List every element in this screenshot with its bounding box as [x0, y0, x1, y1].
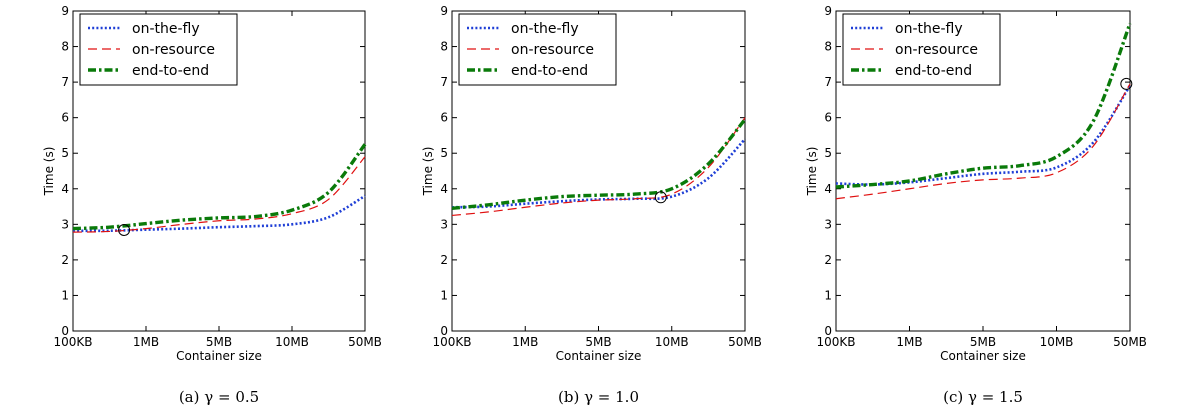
legend-label-on-resource: on-resource — [895, 42, 978, 58]
y-tick-label: 5 — [440, 146, 448, 160]
y-tick-label: 1 — [824, 288, 832, 302]
chart-caption: (a) γ = 0.5 — [179, 388, 259, 406]
series-line-on-the-fly — [835, 84, 1132, 186]
y-tick-label: 2 — [824, 253, 832, 267]
highlight-marker — [654, 191, 667, 204]
y-tick-label: 0 — [440, 324, 448, 338]
legend-label-on-resource: on-resource — [511, 42, 594, 58]
y-tick-label: 4 — [440, 182, 448, 196]
x-axis-label: Container size — [176, 349, 262, 363]
chart-caption: (b) γ = 1.0 — [558, 388, 639, 406]
highlight-marker — [1120, 77, 1133, 90]
y-tick-label: 5 — [824, 146, 832, 160]
y-tick-label: 0 — [61, 324, 69, 338]
series-line-on-resource — [72, 156, 366, 233]
y-tick-label: 6 — [824, 111, 832, 125]
y-tick-label: 1 — [61, 288, 69, 302]
x-tick-label: 5MB — [585, 335, 611, 349]
x-tick-label: 1MB — [896, 335, 922, 349]
y-tick-label: 3 — [61, 217, 69, 231]
x-tick-label: 10MB — [275, 335, 309, 349]
legend-label-end-to-end: end-to-end — [895, 63, 972, 79]
x-axis-label: Container size — [556, 349, 642, 363]
x-tick-label: 50MB — [348, 335, 382, 349]
y-axis-label: Time (s) — [805, 147, 819, 197]
y-tick-label: 6 — [440, 111, 448, 125]
y-tick-label: 8 — [824, 40, 832, 54]
chart-caption: (c) γ = 1.5 — [943, 388, 1023, 406]
chart-panel-1: 0 1 2 3 4 5 6 7 8 9 100KB 1MB 5MB 10MB 50MB Container s… — [42, 4, 382, 406]
y-tick-label: 5 — [61, 146, 69, 160]
y-tick-label: 2 — [61, 253, 69, 267]
x-tick-label: 50MB — [728, 335, 762, 349]
y-tick-label: 6 — [61, 111, 69, 125]
y-tick-label: 4 — [824, 182, 832, 196]
legend-label-end-to-end: end-to-end — [511, 63, 588, 79]
chart-panel-3: 0 1 2 3 4 5 6 7 8 9 100KB 1MB 5MB 10MB 50MB Container s… — [805, 4, 1147, 406]
x-tick-label: 1MB — [512, 335, 538, 349]
y-tick-label: 9 — [440, 4, 448, 18]
legend-label-end-to-end: end-to-end — [132, 63, 209, 79]
x-tick-label: 5MB — [970, 335, 996, 349]
y-tick-label: 3 — [824, 217, 832, 231]
x-tick-label: 10MB — [1040, 335, 1074, 349]
y-tick-label: 7 — [61, 75, 69, 89]
y-tick-label: 7 — [440, 75, 448, 89]
series-line-on-the-fly — [72, 194, 366, 233]
x-tick-label: 1MB — [133, 335, 159, 349]
legend: on-the-fly on-resource end-to-end — [458, 13, 617, 86]
x-tick-label: 100KB — [53, 335, 92, 349]
x-tick-label: 5MB — [206, 335, 232, 349]
series-line-end-to-end — [835, 22, 1132, 189]
legend: on-the-fly on-resource end-to-end — [79, 13, 238, 86]
legend: on-the-fly on-resource end-to-end — [842, 13, 1001, 86]
x-tick-label: 100KB — [432, 335, 471, 349]
x-tick-label: 100KB — [816, 335, 855, 349]
series-line-end-to-end — [451, 118, 747, 211]
y-tick-label: 8 — [61, 40, 69, 54]
y-axis-label: Time (s) — [42, 147, 56, 197]
legend-label-on-the-fly: on-the-fly — [511, 21, 579, 37]
legend-label-on-the-fly: on-the-fly — [895, 21, 963, 37]
y-tick-label: 1 — [440, 288, 448, 302]
y-tick-label: 4 — [61, 182, 69, 196]
series-line-on-resource — [451, 117, 746, 217]
x-tick-label: 50MB — [1113, 335, 1147, 349]
highlight-marker — [118, 224, 131, 237]
y-tick-label: 2 — [440, 253, 448, 267]
y-tick-label: 7 — [824, 75, 832, 89]
y-tick-label: 9 — [824, 4, 832, 18]
series-line-on-resource — [835, 83, 1131, 200]
series-line-end-to-end — [72, 143, 367, 231]
chart-panel-2: 0 1 2 3 4 5 6 7 8 9 100KB 1MB 5MB 10MB 50MB Container s… — [421, 4, 762, 406]
x-tick-label: 10MB — [655, 335, 689, 349]
y-tick-label: 8 — [440, 40, 448, 54]
y-axis-label: Time (s) — [421, 147, 435, 197]
y-tick-label: 9 — [61, 4, 69, 18]
y-tick-label: 3 — [440, 217, 448, 231]
x-axis-label: Container size — [940, 349, 1026, 363]
legend-label-on-the-fly: on-the-fly — [132, 21, 200, 37]
series-line-on-the-fly — [451, 138, 746, 209]
legend-label-on-resource: on-resource — [132, 42, 215, 58]
legend-box — [79, 13, 238, 86]
y-tick-label: 0 — [824, 324, 832, 338]
